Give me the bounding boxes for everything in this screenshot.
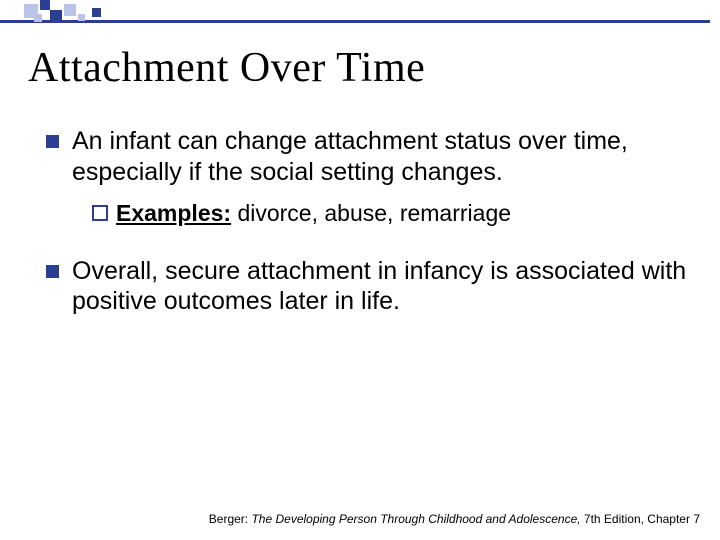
sub-list: Examples: divorce, abuse, remarriage [72,199,692,228]
sub-label: Examples: [116,200,231,226]
bullet-list: An infant can change attachment status o… [28,126,692,317]
sub-item: Examples: divorce, abuse, remarriage [92,199,692,228]
bullet-text: An infant can change attachment status o… [72,127,628,186]
footer-citation: Berger: The Developing Person Through Ch… [209,512,700,526]
slide-body: Attachment Over Time An infant can chang… [28,44,692,540]
bullet-text: Overall, secure attachment in infancy is… [72,257,686,316]
slide-title: Attachment Over Time [28,44,692,92]
bullet-item: An infant can change attachment status o… [46,126,692,228]
header-decoration [0,0,140,34]
footer-author: Berger: [209,512,252,526]
footer-book: The Developing Person Through Childhood … [251,512,580,526]
bullet-item: Overall, secure attachment in infancy is… [46,256,692,317]
sub-text: divorce, abuse, remarriage [231,200,511,226]
footer-edition: 7th Edition, Chapter 7 [581,512,700,526]
